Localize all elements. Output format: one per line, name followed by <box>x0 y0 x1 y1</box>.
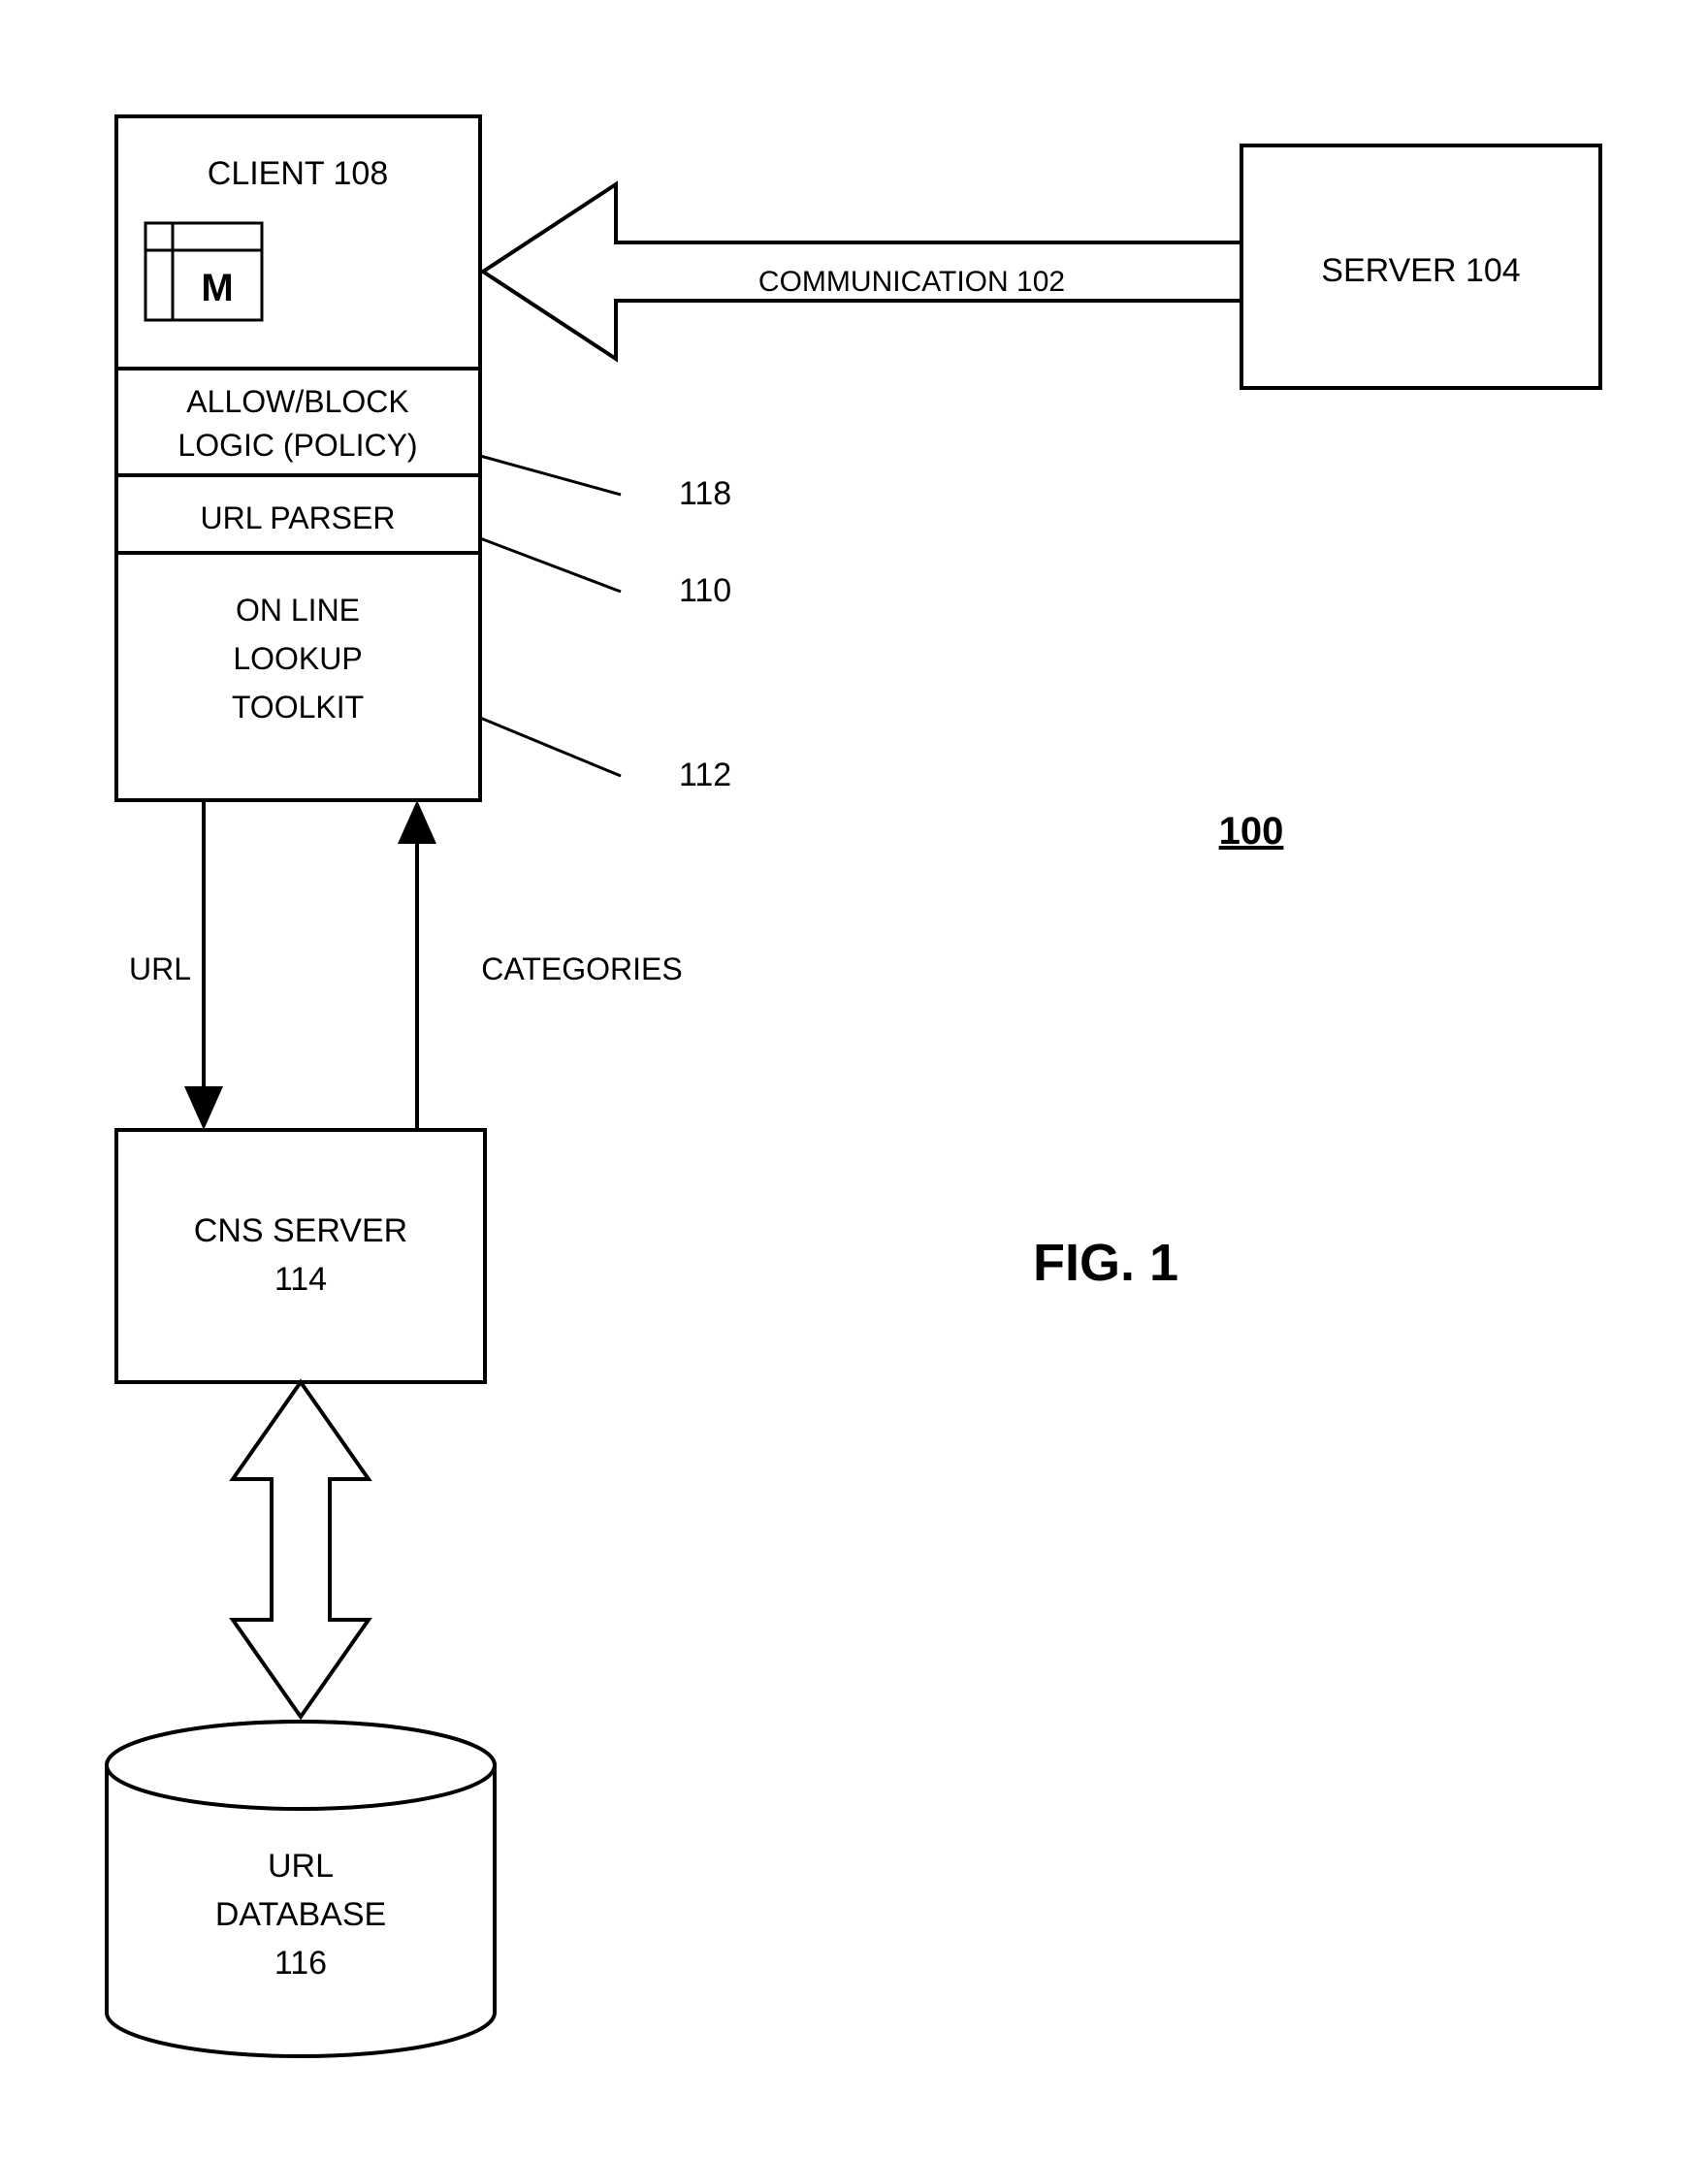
db-line3: 116 <box>274 1945 327 1982</box>
server-label: SERVER 104 <box>1321 252 1520 289</box>
callout-line-118 <box>480 456 621 495</box>
db-line1: URL <box>268 1848 334 1885</box>
callout-line-112 <box>480 718 621 776</box>
client-parser: URL PARSER <box>201 500 396 535</box>
figure-label: FIG. 1 <box>1033 1234 1178 1292</box>
callout-118: 118 <box>679 475 731 512</box>
cns-line1: CNS SERVER <box>194 1212 407 1249</box>
client-title: CLIENT 108 <box>208 155 388 192</box>
db-line2: DATABASE <box>215 1896 386 1933</box>
client-toolkit-line3: TOOLKIT <box>232 690 364 725</box>
client-toolkit-line1: ON LINE <box>236 593 360 628</box>
client-toolkit-line2: LOOKUP <box>233 641 362 676</box>
client-policy-line2: LOGIC (POLICY) <box>177 428 417 463</box>
cns-line2: 114 <box>274 1261 327 1298</box>
categories-arrow <box>398 800 436 1130</box>
client-icon-m: M <box>201 267 233 309</box>
cns-box <box>116 1130 485 1382</box>
client-icon: M <box>145 223 262 320</box>
callout-line-110 <box>480 538 621 592</box>
cns-db-double-arrow <box>233 1382 369 1717</box>
url-flow-label: URL <box>129 951 191 986</box>
callout-110: 110 <box>679 572 731 609</box>
figure-number: 100 <box>1219 810 1284 853</box>
categories-flow-label: CATEGORIES <box>481 951 682 986</box>
db-cylinder <box>107 1722 495 2056</box>
communication-label: COMMUNICATION 102 <box>758 266 1065 298</box>
client-policy-line1: ALLOW/BLOCK <box>186 384 408 419</box>
callout-112: 112 <box>679 757 731 793</box>
